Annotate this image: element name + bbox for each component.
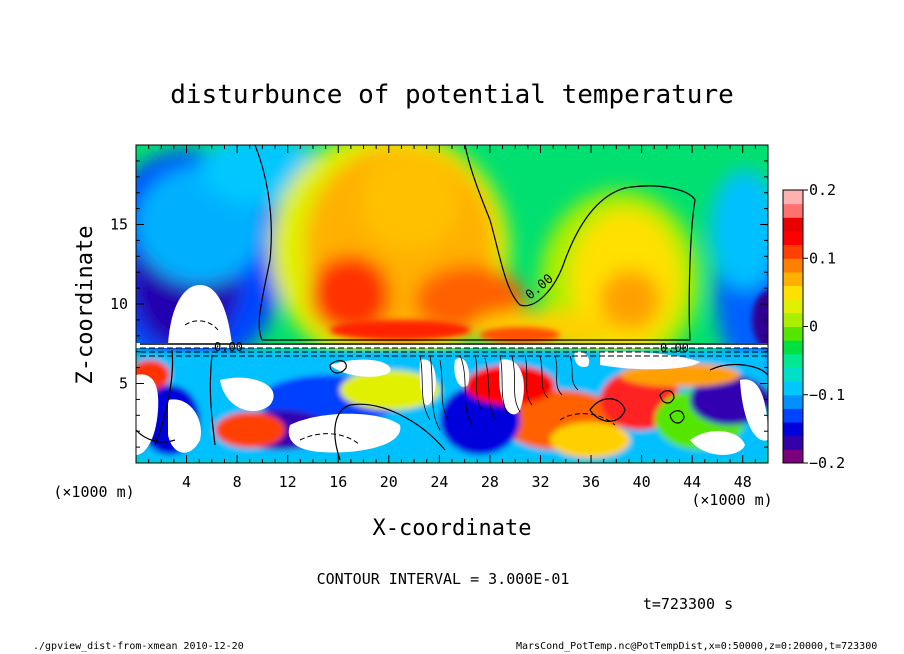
colorbar-swatch (783, 299, 803, 314)
colorbar-ticks: 0.2 0.1 0 −0.1 −0.2 (803, 181, 845, 472)
chart-title: disturbunce of potential temperature (170, 80, 734, 110)
y-tick-label: 5 (119, 375, 128, 393)
colorbar-swatch (783, 271, 803, 287)
colorbar-tick-label: 0.2 (809, 181, 836, 199)
x-axis-label: X-coordinate (373, 516, 532, 541)
x-tick-label: 12 (279, 473, 297, 491)
colorbar-swatch (783, 285, 803, 300)
x-tick-label: 28 (481, 473, 499, 491)
x-tick-label: 48 (734, 473, 752, 491)
colorbar-swatch (783, 394, 803, 409)
contour-interval: CONTOUR INTERVAL = 3.000E-01 (317, 570, 570, 588)
contour-label: 0.00 (214, 340, 243, 354)
y-tick-label: 15 (110, 216, 128, 234)
colorbar-swatch (783, 381, 803, 396)
colorbar-swatch (783, 203, 803, 218)
x-tick-label: 36 (582, 473, 600, 491)
colorbar (783, 190, 803, 464)
x-axis: 4 8 12 16 20 24 28 32 36 40 44 48 (135, 145, 769, 491)
colorbar-swatch (783, 408, 803, 423)
x-tick-label: 8 (233, 473, 242, 491)
x-tick-label: 24 (430, 473, 448, 491)
y-axis-label: Z-coordinate (73, 226, 98, 385)
time-label: t=723300 s (643, 595, 733, 613)
colorbar-swatch (783, 353, 803, 368)
colorbar-swatch (783, 244, 803, 259)
x-tick-label: 40 (633, 473, 651, 491)
x-tick-label: 4 (182, 473, 191, 491)
x-tick-label: 16 (329, 473, 347, 491)
x-tick-label: 32 (531, 473, 549, 491)
colorbar-tick-label: −0.2 (809, 454, 845, 472)
colorbar-swatch (783, 190, 803, 205)
footer-right: MarsCond_PotTemp.nc@PotTempDist,x=0:5000… (516, 641, 878, 652)
y-unit-label: (×1000 m) (53, 483, 134, 501)
colorbar-swatch (783, 230, 803, 246)
colorbar-swatch (783, 367, 803, 382)
y-axis: 5 10 15 (110, 144, 768, 464)
colorbar-swatch (783, 312, 803, 327)
x-tick-label: 44 (683, 473, 701, 491)
colorbar-swatch (783, 435, 803, 450)
colorbar-swatch (783, 217, 803, 232)
x-tick-label: 20 (380, 473, 398, 491)
contour-label: 0.00 (660, 341, 689, 355)
colorbar-swatch (783, 449, 803, 464)
colorbar-tick-label: 0.1 (809, 249, 836, 267)
colorbar-swatch (783, 340, 803, 355)
footer-left: ./gpview_dist-from-xmean 2010-12-20 (33, 641, 244, 652)
colorbar-tick-label: 0 (809, 318, 818, 336)
y-tick-label: 10 (110, 295, 128, 313)
colorbar-swatch (783, 422, 803, 437)
colorbar-swatch (783, 326, 803, 341)
colorbar-swatch (783, 258, 803, 273)
colorbar-tick-label: −0.1 (809, 386, 845, 404)
x-unit-label: (×1000 m) (691, 491, 772, 509)
heatmap-field (136, 145, 768, 463)
